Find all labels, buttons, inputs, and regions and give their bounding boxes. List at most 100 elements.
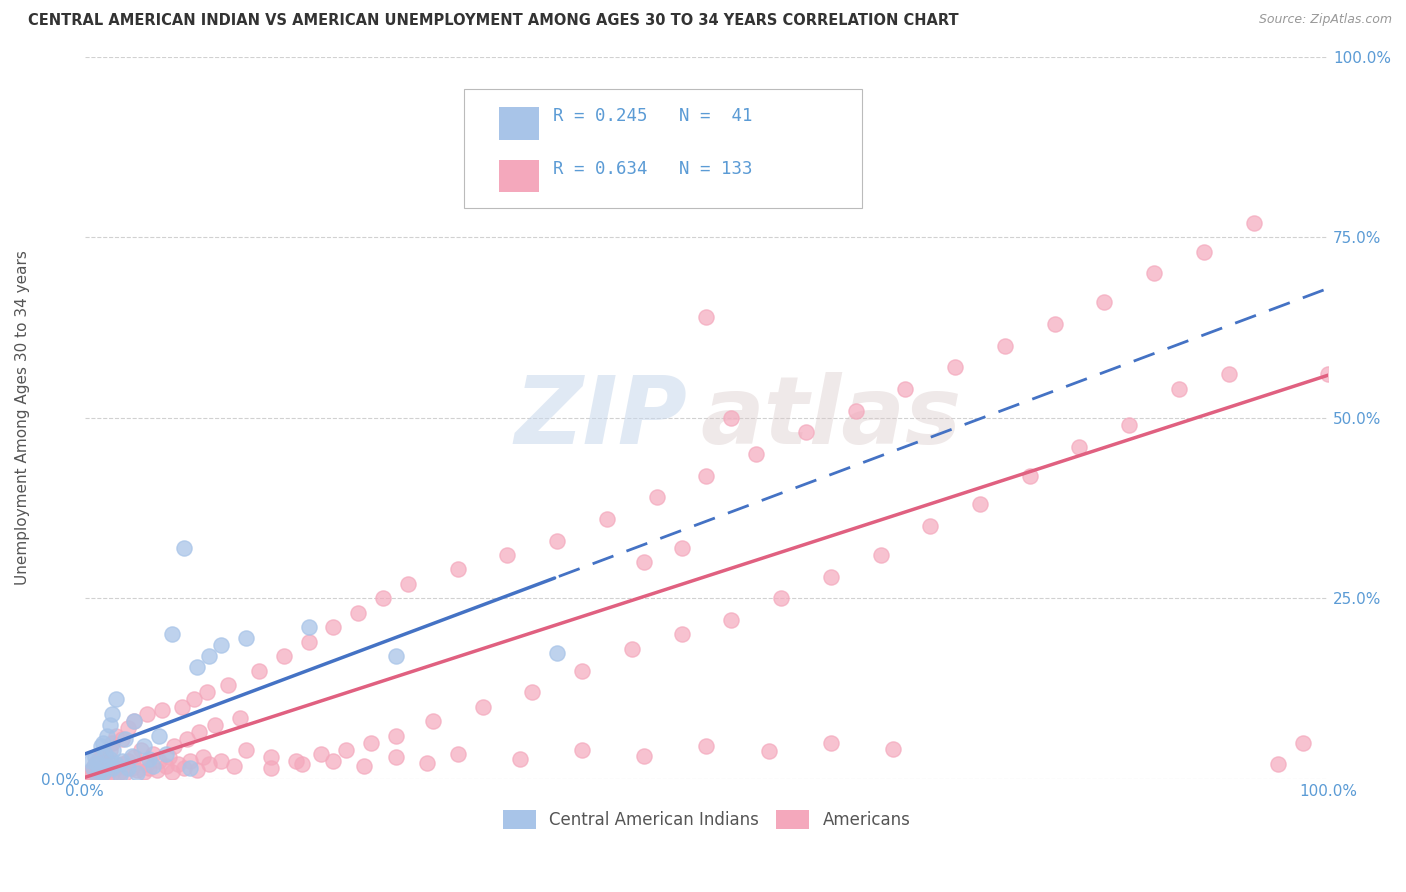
Point xyxy=(117,722,139,736)
Point xyxy=(920,519,942,533)
Point xyxy=(204,717,226,731)
Point xyxy=(1143,266,1166,280)
Legend: Central American Indians, Americans: Central American Indians, Americans xyxy=(496,803,917,836)
Point xyxy=(183,692,205,706)
Point xyxy=(121,761,143,775)
Point xyxy=(98,743,121,757)
Point xyxy=(894,382,917,396)
Point xyxy=(770,591,793,606)
Point xyxy=(148,729,170,743)
Point xyxy=(217,678,239,692)
Point xyxy=(98,752,121,766)
Point xyxy=(83,757,105,772)
Point xyxy=(108,764,131,779)
Point xyxy=(620,641,643,656)
Point xyxy=(155,759,177,773)
Point xyxy=(273,649,295,664)
Point xyxy=(86,759,108,773)
Text: CENTRAL AMERICAN INDIAN VS AMERICAN UNEMPLOYMENT AMONG AGES 30 TO 34 YEARS CORRE: CENTRAL AMERICAN INDIAN VS AMERICAN UNEM… xyxy=(28,13,959,29)
Point xyxy=(93,747,115,761)
Point xyxy=(845,403,868,417)
Text: ZIP: ZIP xyxy=(515,372,688,464)
Point xyxy=(170,699,193,714)
Point xyxy=(134,764,156,779)
Point xyxy=(104,692,127,706)
Point xyxy=(720,410,742,425)
Point xyxy=(384,649,406,664)
Point xyxy=(522,685,544,699)
Point xyxy=(1292,736,1315,750)
Point xyxy=(86,757,108,772)
Point xyxy=(146,764,169,778)
Point xyxy=(111,754,134,768)
Point xyxy=(671,627,693,641)
Point xyxy=(1018,468,1040,483)
Point xyxy=(1218,368,1240,382)
Point xyxy=(384,750,406,764)
Point xyxy=(114,732,136,747)
Point xyxy=(134,739,156,754)
Point xyxy=(353,759,375,773)
Point xyxy=(1092,295,1115,310)
Point xyxy=(96,768,118,782)
Point xyxy=(101,761,124,775)
Point xyxy=(101,706,124,721)
Point xyxy=(155,747,177,761)
Point xyxy=(415,756,437,770)
Point xyxy=(969,498,991,512)
Point xyxy=(297,620,319,634)
Point xyxy=(124,750,146,764)
Point xyxy=(96,759,118,773)
Point xyxy=(160,627,183,641)
Point xyxy=(135,706,157,721)
Point xyxy=(86,770,108,784)
Point xyxy=(235,631,257,645)
Point xyxy=(86,768,108,782)
Point xyxy=(96,752,118,766)
Point xyxy=(129,743,152,757)
Point xyxy=(167,757,190,772)
Point xyxy=(98,764,121,778)
Point xyxy=(360,736,382,750)
Point xyxy=(188,725,211,739)
Point xyxy=(104,729,127,743)
Point xyxy=(285,754,308,768)
Point xyxy=(90,739,112,754)
Point xyxy=(111,757,134,772)
Point xyxy=(198,649,221,664)
Point xyxy=(93,759,115,773)
Point xyxy=(546,533,568,548)
Point xyxy=(820,736,842,750)
Point xyxy=(89,764,111,779)
Point xyxy=(91,756,114,770)
Point xyxy=(496,548,519,562)
Point xyxy=(104,757,127,772)
Point xyxy=(222,759,245,773)
Point xyxy=(93,736,115,750)
Point xyxy=(695,468,717,483)
Point xyxy=(335,743,357,757)
Point xyxy=(546,646,568,660)
Point xyxy=(80,764,103,779)
Point xyxy=(195,685,218,699)
Point xyxy=(125,764,148,778)
Point xyxy=(322,754,344,768)
Point xyxy=(882,741,904,756)
Point xyxy=(98,717,121,731)
Text: R = 0.634   N = 133: R = 0.634 N = 133 xyxy=(554,160,754,178)
Point xyxy=(347,606,370,620)
Point xyxy=(93,747,115,761)
Point xyxy=(93,766,115,780)
Point xyxy=(1192,244,1215,259)
Point xyxy=(124,714,146,728)
Point xyxy=(260,750,283,764)
Point xyxy=(191,750,214,764)
Point xyxy=(1069,440,1091,454)
Point xyxy=(77,766,100,780)
Point xyxy=(157,750,180,764)
Point xyxy=(471,699,494,714)
Point xyxy=(101,766,124,780)
Point xyxy=(83,768,105,782)
Point xyxy=(794,425,817,440)
Text: Source: ZipAtlas.com: Source: ZipAtlas.com xyxy=(1258,13,1392,27)
